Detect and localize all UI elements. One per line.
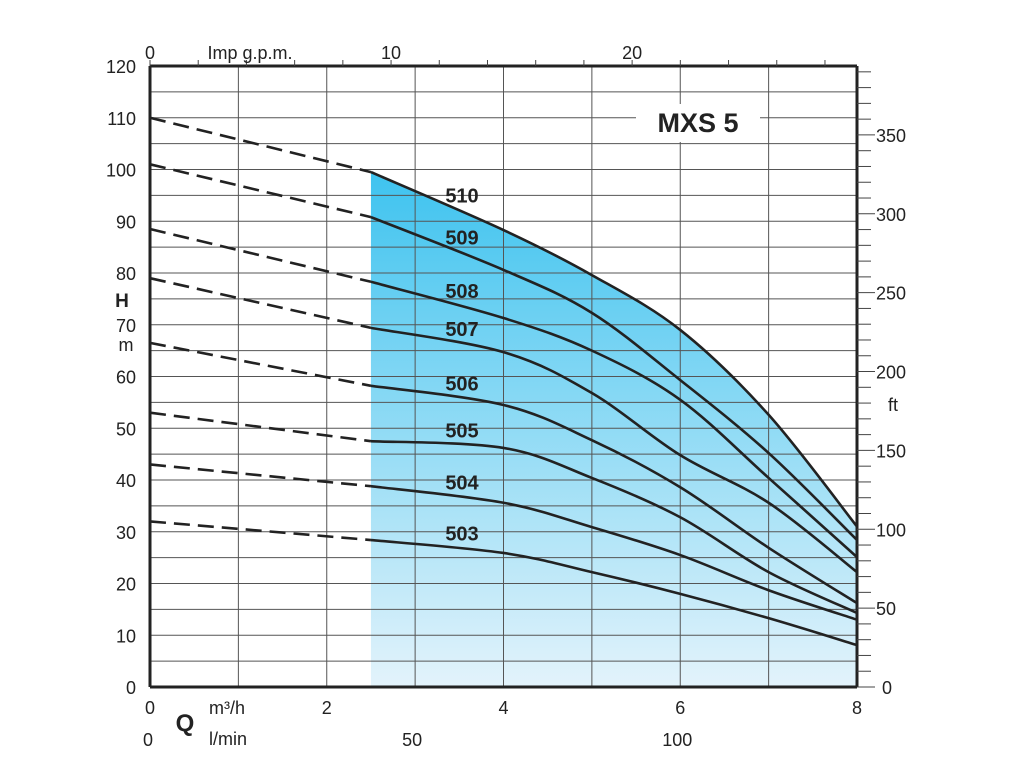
y-tick-label: 10	[116, 626, 136, 646]
curve-label: 504	[445, 472, 479, 494]
curve-line-510	[370, 170, 859, 528]
curve-dashed-508	[149, 227, 372, 284]
curve-dashed-507	[149, 276, 372, 330]
curve-line-503	[370, 538, 858, 647]
curve-label: 506	[445, 374, 478, 396]
curve-line-506	[370, 384, 858, 605]
y-tick-label: 30	[116, 523, 136, 543]
ft-tick-label: 250	[876, 284, 906, 304]
y-tick-label: 80	[116, 264, 136, 284]
x-axis-units-m3h: m³/h	[209, 698, 245, 718]
y-tick-label: 90	[116, 212, 136, 232]
y-tick-label: 70	[116, 316, 136, 336]
title-box	[636, 104, 760, 142]
curve-503: 503	[149, 520, 858, 647]
ft-tick-label: 100	[876, 520, 906, 540]
y-tick-label: 100	[106, 161, 136, 181]
curve-dashed-509	[149, 163, 372, 219]
curve-line-509	[370, 215, 858, 541]
lmin-tick-label: 100	[662, 730, 692, 750]
curve-505: 505	[149, 411, 858, 615]
curve-509: 509	[149, 163, 858, 541]
curve-label: 509	[445, 227, 478, 249]
curve-label: 503	[445, 524, 478, 546]
gpm-tick-label: 0	[145, 43, 155, 63]
x-tick-label: 2	[322, 698, 332, 718]
y-axis-label: H	[115, 291, 129, 312]
y-axis-units: m	[119, 335, 134, 355]
y-tick-label: 60	[116, 368, 136, 388]
curve-dashed-510	[149, 116, 372, 174]
curve-508: 508	[149, 227, 858, 559]
x-tick-label: 0	[145, 698, 155, 718]
x-axis-units-lmin: l/min	[209, 729, 247, 749]
x-tick-label: 8	[852, 698, 862, 718]
y-tick-label: 50	[116, 419, 136, 439]
curves: 510 509 508 507 506 505 504 503	[149, 116, 859, 647]
top-axis-label: Imp g.p.m.	[207, 43, 292, 63]
curve-504: 504	[149, 463, 858, 621]
gpm-tick-label: 20	[622, 43, 642, 63]
curve-label: 508	[445, 281, 478, 303]
y-tick-label: 20	[116, 575, 136, 595]
curve-dashed-503	[149, 520, 372, 542]
x-axis-label: Q	[176, 710, 195, 737]
curve-dashed-504	[149, 463, 372, 488]
y-tick-label: 120	[106, 57, 136, 77]
curve-510: 510	[149, 116, 859, 528]
curve-dashed-506	[149, 341, 372, 388]
curve-label: 505	[445, 421, 478, 443]
operating-range-fill	[370, 172, 857, 687]
curve-line-504	[370, 484, 858, 621]
y-tick-label: 110	[107, 109, 136, 129]
gpm-tick-label: 10	[381, 43, 401, 63]
right-axis-units: ft	[888, 395, 898, 415]
x-tick-label: 6	[675, 698, 685, 718]
ft-tick-label: 150	[876, 441, 906, 461]
y-tick-label: 0	[126, 678, 136, 698]
curve-line-507	[370, 326, 858, 574]
curve-506: 506	[149, 341, 858, 605]
curve-line-508	[370, 280, 858, 559]
ft-tick-label: 350	[876, 126, 906, 146]
ft-tick-label: 0	[882, 678, 892, 698]
lmin-tick-label: 50	[402, 730, 422, 750]
curve-dashed-505	[149, 411, 372, 443]
x-tick-label: 4	[498, 698, 508, 718]
lmin-tick-label: 0	[143, 730, 153, 750]
curve-line-505	[370, 439, 858, 615]
y-tick-label: 40	[116, 471, 136, 491]
ft-tick-label: 300	[876, 205, 906, 225]
ft-tick-label: 200	[876, 363, 906, 383]
ft-tick-label: 50	[876, 599, 896, 619]
chart-title: MXS 5	[657, 108, 738, 138]
curve-label: 510	[445, 186, 478, 208]
curve-507: 507	[149, 276, 858, 574]
curve-label: 507	[445, 319, 478, 341]
